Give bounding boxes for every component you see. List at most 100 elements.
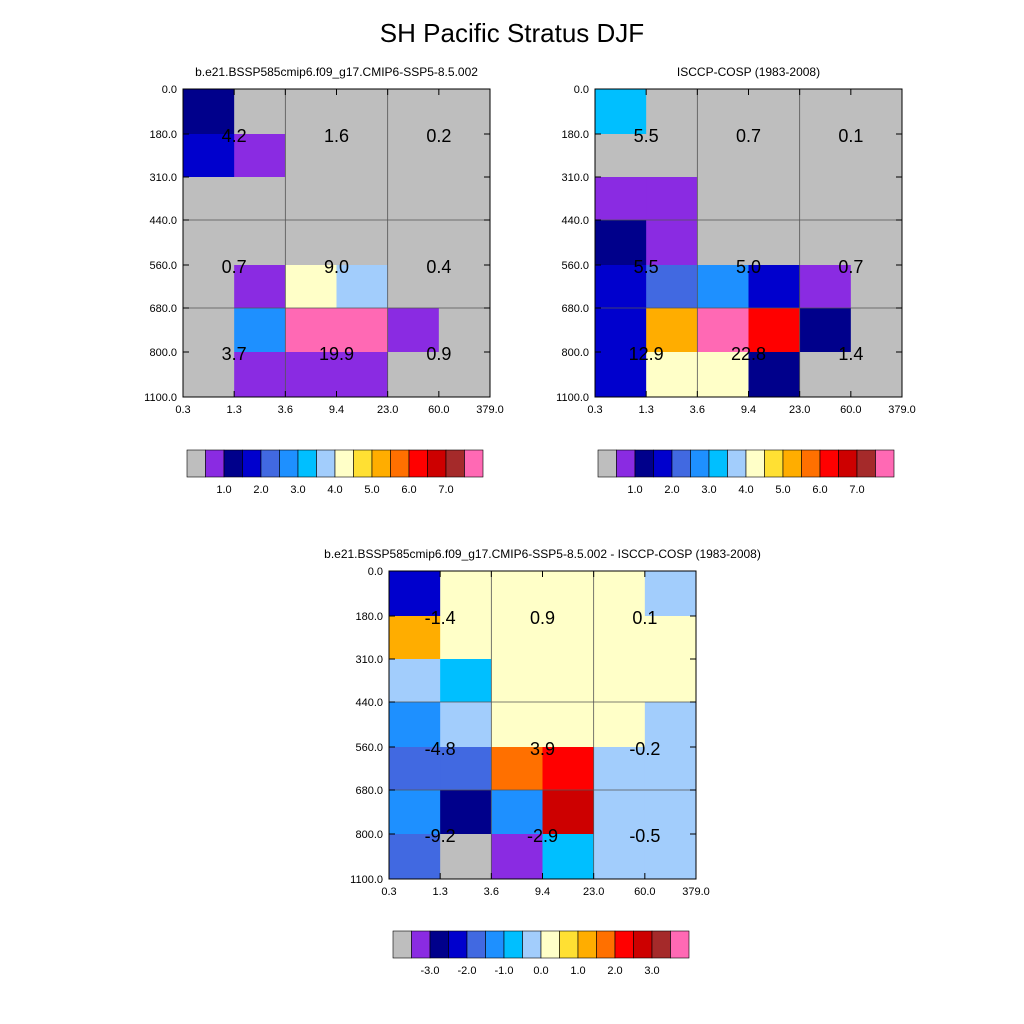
x-tick-label: 60.0	[428, 404, 449, 416]
cell-value-label: 0.1	[632, 608, 657, 628]
cell-value-label: 0.9	[426, 344, 451, 364]
heatmap-cell	[389, 659, 441, 703]
legend-tick-label: 1.0	[627, 484, 642, 496]
heatmap-cell	[389, 571, 441, 617]
legend-swatch	[429, 930, 449, 959]
y-tick-label: 680.0	[561, 303, 589, 315]
heatmap-cell	[183, 89, 235, 135]
legend-tick-label: 5.0	[775, 484, 790, 496]
legend-swatch	[559, 930, 579, 959]
cell-value-label: -2.9	[527, 826, 558, 846]
heatmap-cell	[595, 177, 647, 221]
heatmap-cell	[850, 265, 903, 309]
heatmap-cell	[644, 790, 697, 835]
x-tick-label: 1.3	[639, 404, 654, 416]
heatmap-cell	[799, 177, 852, 221]
legend-swatch	[634, 449, 654, 478]
legend-swatch	[279, 449, 299, 478]
heatmap-cell	[542, 616, 595, 660]
heatmap-cell	[183, 177, 235, 221]
y-tick-label: 0.0	[574, 84, 589, 96]
heatmap-cell	[491, 702, 543, 748]
legend-tick-label: 2.0	[664, 484, 679, 496]
cell-value-label: -9.2	[425, 826, 456, 846]
y-tick-label: 0.0	[368, 566, 383, 578]
legend-swatch	[782, 449, 802, 478]
heatmap-cell	[183, 134, 235, 178]
heatmap-cell	[285, 308, 337, 353]
legend-swatch	[464, 449, 484, 478]
x-tick-label: 0.3	[381, 886, 396, 898]
heatmap-cell	[491, 747, 543, 791]
chart-subtitle: b.e21.BSSP585cmip6.f09_g17.CMIP6-SSP5-8.…	[195, 65, 478, 79]
heatmap-cell	[799, 265, 852, 309]
heatmap-cell	[336, 134, 389, 178]
legend-swatch	[411, 930, 431, 959]
heatmap-cell	[748, 134, 801, 178]
legend-tick-label: 2.0	[607, 965, 622, 977]
x-tick-label: 23.0	[583, 886, 604, 898]
x-tick-label: 0.3	[175, 404, 190, 416]
heatmap-cell	[234, 265, 286, 309]
heatmap-cell	[389, 616, 441, 660]
heatmap-cell	[234, 134, 286, 178]
heatmap-cell	[234, 352, 286, 398]
legend-swatch	[596, 930, 616, 959]
legend-swatch	[671, 449, 691, 478]
cell-value-label: 0.1	[838, 126, 863, 146]
legend-tick-label: 4.0	[738, 484, 753, 496]
y-tick-label: 180.0	[561, 129, 589, 141]
legend-swatch	[522, 930, 542, 959]
heatmap-cell	[646, 220, 698, 266]
y-tick-label: 1100.0	[350, 874, 383, 886]
heatmap-cell	[183, 265, 235, 309]
cell-value-label: -4.8	[425, 739, 456, 759]
heatmap-cell	[387, 308, 440, 353]
cell-value-label: -1.4	[425, 608, 456, 628]
heatmap-cell	[644, 834, 697, 880]
heatmap-cell	[697, 177, 749, 221]
heatmap-cell	[491, 616, 543, 660]
heatmap-cell	[644, 616, 697, 660]
y-tick-label: 180.0	[355, 611, 383, 623]
heatmap-cell	[748, 308, 801, 353]
heatmap-cell	[438, 134, 491, 178]
x-tick-label: 60.0	[840, 404, 861, 416]
heatmap-cell	[595, 89, 647, 135]
y-tick-label: 680.0	[355, 785, 383, 797]
heatmap-cell	[387, 89, 440, 135]
heatmap-cell	[593, 834, 646, 880]
heatmap-cell	[440, 790, 492, 835]
heatmap-cell	[697, 352, 749, 398]
legend-tick-label: 1.0	[570, 965, 585, 977]
heatmap-cell	[491, 834, 543, 880]
cell-value-label: 0.7	[838, 257, 863, 277]
legend-tick-label: 3.0	[701, 484, 716, 496]
heatmap-cell	[646, 89, 698, 135]
legend-swatch	[616, 449, 636, 478]
heatmap-cell	[389, 790, 441, 835]
heatmap-cell	[440, 834, 492, 880]
legend-tick-label: 6.0	[812, 484, 827, 496]
heatmap-cell	[697, 134, 749, 178]
x-tick-label: 23.0	[789, 404, 810, 416]
x-tick-label: 3.6	[690, 404, 705, 416]
legend-swatch	[371, 449, 391, 478]
heatmap-cell	[644, 702, 697, 748]
heatmap-cell	[646, 177, 698, 221]
legend-swatch	[838, 449, 858, 478]
heatmap-cell	[593, 790, 646, 835]
heatmap-cell	[183, 220, 235, 266]
heatmap-cell	[748, 177, 801, 221]
y-tick-label: 1100.0	[144, 392, 177, 404]
y-tick-label: 440.0	[355, 697, 383, 709]
heatmap-cell	[644, 747, 697, 791]
heatmap-cell	[799, 220, 852, 266]
heatmap-cell	[234, 220, 286, 266]
cell-value-label: -0.5	[629, 826, 660, 846]
heatmap-cell	[697, 308, 749, 353]
cell-value-label: 0.7	[222, 257, 247, 277]
cell-value-label: 1.6	[324, 126, 349, 146]
legend-swatch	[297, 449, 317, 478]
